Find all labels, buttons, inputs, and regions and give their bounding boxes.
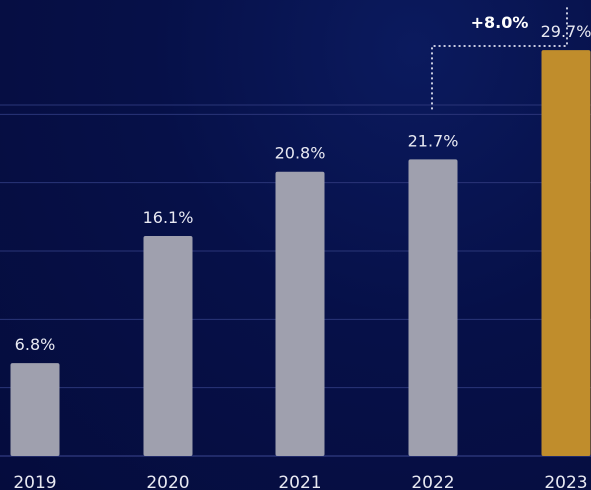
- value-labels: 6.8% 16.1% 20.8% 21.7% 29.7%: [15, 22, 591, 354]
- value-label-2020: 16.1%: [143, 208, 194, 227]
- x-tick-2020: 2020: [146, 473, 189, 490]
- value-label-2021: 20.8%: [275, 144, 326, 163]
- bar-2020: [143, 235, 193, 456]
- bar-2023: [541, 50, 591, 456]
- bars: [10, 50, 591, 456]
- x-tick-2023: 2023: [544, 473, 587, 490]
- change-label: +8.0%: [471, 13, 529, 32]
- bar-2022: [408, 159, 458, 456]
- value-label-2019: 6.8%: [15, 335, 56, 354]
- value-label-2022: 21.7%: [408, 131, 459, 150]
- change-annotation: +8.0%: [431, 6, 568, 110]
- x-tick-2019: 2019: [13, 473, 56, 490]
- bar-2019: [10, 363, 60, 456]
- x-tick-2022: 2022: [411, 473, 454, 490]
- bar-2021: [275, 171, 325, 456]
- value-label-2023: 29.7%: [541, 22, 591, 41]
- x-tick-labels: 2019 2020 2021 2022 2023: [13, 473, 587, 490]
- change-bracket: [431, 6, 568, 110]
- x-tick-2021: 2021: [278, 473, 321, 490]
